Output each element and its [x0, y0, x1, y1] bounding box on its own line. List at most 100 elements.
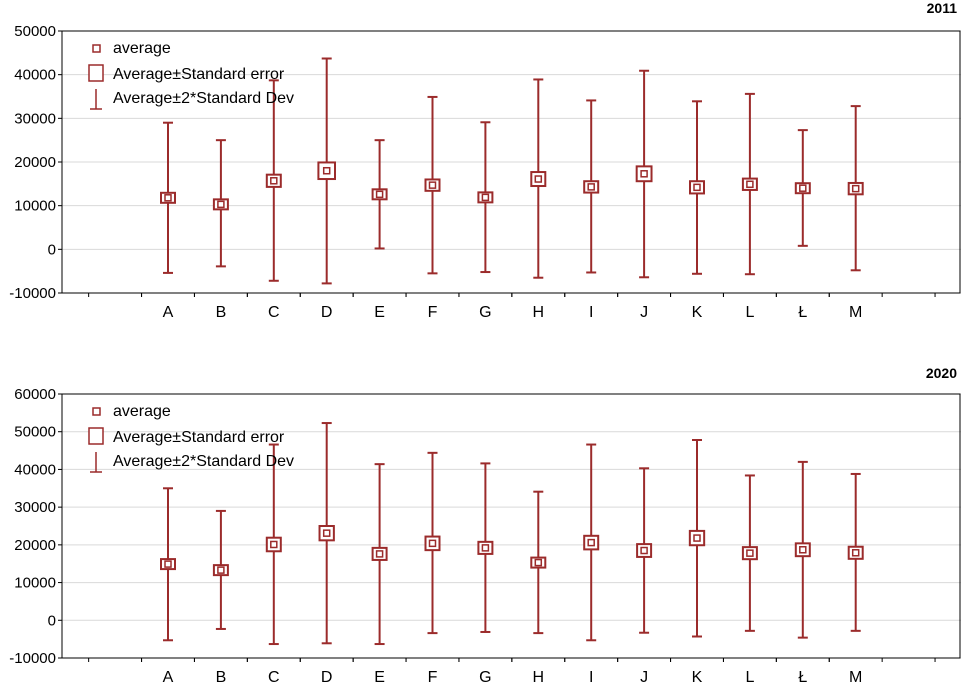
x-tick-label: D	[321, 304, 333, 321]
box-B	[212, 509, 229, 630]
x-tick-label: C	[268, 304, 280, 321]
legend-se-label: Average±Standard error	[113, 66, 285, 83]
box-I	[583, 99, 600, 274]
y-tick-label: -10000	[9, 650, 56, 667]
legend-mean-symbol	[92, 44, 101, 53]
chart-title: 2020	[926, 365, 957, 381]
legend-sd-label: Average±2*Standard Dev	[113, 453, 294, 470]
mean-marker	[587, 183, 595, 191]
x-tick-label: D	[321, 669, 333, 683]
box-J	[636, 467, 653, 634]
box-K	[688, 439, 706, 638]
legend-mean-symbol	[92, 407, 101, 416]
y-tick-label: 50000	[14, 23, 56, 40]
y-tick-label: 10000	[14, 198, 56, 215]
mean-marker	[799, 546, 807, 554]
box-G	[477, 462, 494, 633]
x-tick-label: L	[745, 669, 754, 683]
box-E	[371, 139, 388, 250]
plot-frame	[61, 393, 961, 659]
x-tick-label: J	[640, 669, 648, 683]
box-L	[741, 474, 758, 632]
legend-mean-label: average	[113, 40, 171, 57]
legend-se-label: Average±Standard error	[113, 429, 285, 446]
box-M	[847, 472, 864, 632]
y-tick-label: 20000	[14, 537, 56, 554]
mean-marker	[217, 200, 225, 209]
mean-marker	[270, 177, 278, 185]
mean-marker	[534, 558, 543, 567]
box-A	[160, 487, 176, 642]
y-tick-label: 50000	[14, 424, 56, 441]
x-tick-label: F	[428, 304, 438, 321]
mean-marker	[322, 166, 331, 175]
x-tick-label: J	[640, 304, 648, 321]
y-tick-label: 30000	[14, 499, 56, 516]
box-A	[160, 121, 176, 274]
mean-marker	[375, 550, 384, 558]
x-tick-label: B	[216, 304, 227, 321]
x-tick-label: Ł	[798, 304, 807, 321]
x-tick-label: I	[589, 669, 593, 683]
box-J	[635, 69, 653, 279]
y-tick-label: 10000	[14, 575, 56, 592]
mean-marker	[428, 181, 437, 189]
mean-marker	[164, 194, 172, 202]
box-H	[530, 490, 547, 635]
box-K	[689, 100, 705, 275]
y-tick-label: 60000	[14, 386, 56, 403]
mean-marker	[693, 183, 701, 192]
x-tick-label: B	[216, 669, 227, 683]
mean-marker	[799, 184, 807, 192]
mean-marker	[693, 534, 701, 542]
box-Ł	[794, 129, 811, 247]
x-tick-label: A	[163, 669, 174, 683]
box-L	[741, 92, 758, 276]
legend: average Average±Standard error Average±2*S…	[88, 403, 294, 473]
x-tick-label: H	[533, 304, 545, 321]
box-H	[530, 78, 547, 279]
x-tick-label: K	[692, 304, 703, 321]
legend-mean-label: average	[113, 403, 171, 420]
box-F	[424, 451, 441, 635]
x-tick-label: E	[374, 669, 385, 683]
y-tick-label: 40000	[14, 67, 56, 84]
x-tick-label: Ł	[798, 669, 807, 683]
mean-marker	[746, 180, 754, 189]
box-C	[265, 443, 282, 646]
box-M	[847, 105, 864, 272]
mean-marker	[217, 566, 225, 574]
legend-se-symbol	[88, 64, 104, 82]
x-tick-label: M	[849, 304, 862, 321]
mean-marker	[587, 538, 595, 547]
mean-marker	[481, 544, 490, 552]
box-D	[317, 57, 336, 285]
mean-marker	[428, 539, 437, 548]
x-tick-label: G	[479, 304, 491, 321]
legend-se-symbol	[88, 427, 104, 445]
box-C	[265, 79, 282, 282]
box-G	[477, 121, 494, 274]
y-tick-label: 0	[48, 241, 56, 258]
x-tick-label: F	[428, 669, 438, 683]
mean-marker	[746, 549, 754, 557]
mean-marker	[270, 540, 278, 549]
x-tick-label: C	[268, 669, 280, 683]
x-tick-label: I	[589, 304, 593, 321]
x-tick-label: M	[849, 669, 862, 683]
legend-sd-label: Average±2*Standard Dev	[113, 90, 294, 107]
chart-title: 2011	[927, 0, 958, 16]
x-tick-label: H	[533, 669, 545, 683]
mean-marker	[375, 190, 384, 199]
box-Ł	[794, 460, 811, 639]
y-tick-label: 30000	[14, 110, 56, 127]
box-F	[424, 95, 441, 275]
y-tick-label: 40000	[14, 461, 56, 478]
box-B	[212, 139, 229, 268]
x-tick-label: G	[479, 669, 491, 683]
x-tick-label: A	[163, 304, 174, 321]
mean-marker	[640, 546, 648, 555]
chart-panel-2020: -10000 0 10000 20000 30000 40000 50000 60000 A B C…	[9, 365, 961, 686]
